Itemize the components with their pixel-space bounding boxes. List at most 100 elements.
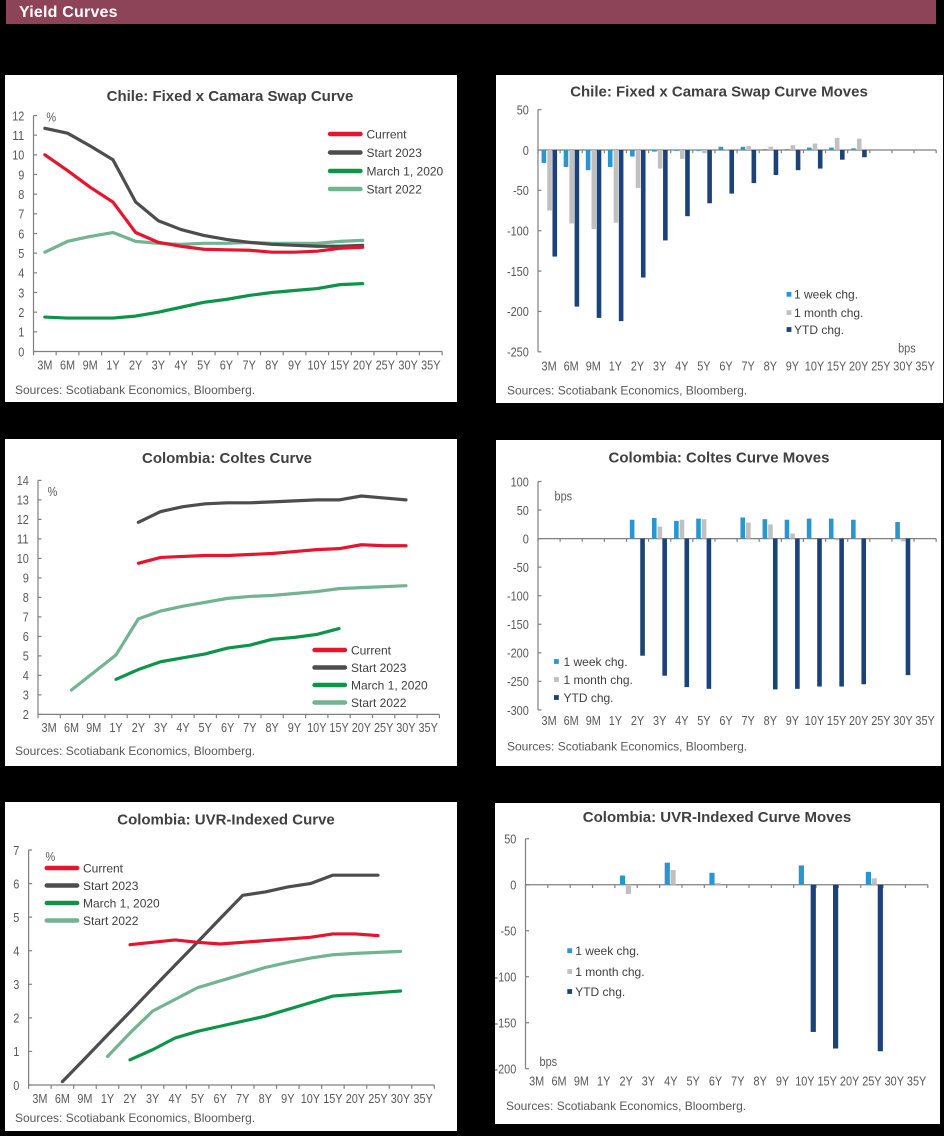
svg-text:14: 14 — [17, 473, 29, 488]
svg-text:YTD chg.: YTD chg. — [564, 691, 614, 705]
svg-text:3: 3 — [18, 285, 24, 300]
svg-text:20Y: 20Y — [352, 720, 371, 735]
svg-text:3M: 3M — [529, 1073, 544, 1088]
svg-text:9Y: 9Y — [281, 1091, 294, 1106]
svg-text:8Y: 8Y — [764, 713, 777, 728]
svg-text:10Y: 10Y — [805, 358, 824, 373]
svg-text:25Y: 25Y — [376, 357, 395, 372]
svg-text:5Y: 5Y — [191, 1091, 204, 1106]
svg-text:15Y: 15Y — [329, 720, 348, 735]
svg-text:Sources: Scotiabank Economics,: Sources: Scotiabank Economics, Bloomberg… — [15, 383, 255, 397]
svg-text:6Y: 6Y — [221, 720, 234, 735]
svg-text:Start 2023: Start 2023 — [83, 879, 139, 893]
svg-text:1: 1 — [13, 1044, 19, 1059]
svg-text:2Y: 2Y — [123, 1091, 136, 1106]
svg-text:-200: -200 — [507, 646, 529, 661]
svg-text:30Y: 30Y — [893, 713, 912, 728]
svg-text:1 week chg.: 1 week chg. — [575, 944, 639, 958]
svg-text:%: % — [46, 849, 56, 864]
svg-text:-150: -150 — [507, 264, 529, 279]
svg-text:3Y: 3Y — [152, 357, 165, 372]
svg-text:3Y: 3Y — [146, 1091, 159, 1106]
svg-text:4: 4 — [23, 668, 29, 683]
svg-text:3Y: 3Y — [642, 1073, 655, 1088]
svg-text:50: 50 — [504, 832, 516, 847]
svg-text:2Y: 2Y — [619, 1073, 632, 1088]
svg-text:3M: 3M — [542, 713, 557, 728]
svg-text:0: 0 — [523, 531, 529, 546]
svg-text:YTD chg.: YTD chg. — [794, 323, 844, 337]
svg-text:6M: 6M — [55, 1091, 70, 1106]
svg-text:Sources: Scotiabank Economics,: Sources: Scotiabank Economics, Bloomberg… — [15, 744, 255, 758]
svg-text:3Y: 3Y — [653, 713, 666, 728]
svg-text:Start 2023: Start 2023 — [367, 146, 423, 160]
svg-text:bps: bps — [898, 340, 916, 355]
svg-text:3: 3 — [23, 688, 29, 703]
svg-text:10Y: 10Y — [805, 713, 824, 728]
svg-text:Start 2023: Start 2023 — [351, 661, 407, 675]
svg-text:9Y: 9Y — [786, 713, 799, 728]
svg-text:1 week chg.: 1 week chg. — [564, 655, 628, 669]
svg-text:3Y: 3Y — [653, 358, 666, 373]
svg-text:0: 0 — [523, 143, 529, 158]
svg-text:5: 5 — [23, 649, 29, 664]
svg-text:-200: -200 — [507, 304, 529, 319]
svg-text:100: 100 — [511, 474, 529, 489]
svg-text:7: 7 — [13, 843, 19, 858]
svg-text:6: 6 — [18, 226, 24, 241]
svg-text:bps: bps — [540, 1054, 558, 1069]
svg-text:8Y: 8Y — [754, 1073, 767, 1088]
svg-text:20Y: 20Y — [353, 357, 372, 372]
svg-text:Colombia: UVR-Indexed Curve: Colombia: UVR-Indexed Curve — [117, 812, 335, 829]
svg-text:-50: -50 — [501, 924, 517, 939]
svg-text:6Y: 6Y — [214, 1091, 227, 1106]
svg-text:6M: 6M — [564, 713, 579, 728]
svg-text:1 month chg.: 1 month chg. — [564, 673, 633, 687]
svg-text:30Y: 30Y — [398, 357, 417, 372]
svg-text:7Y: 7Y — [243, 357, 256, 372]
svg-text:Sources: Scotiabank Economics,: Sources: Scotiabank Economics, Bloomberg… — [507, 740, 747, 754]
svg-text:5: 5 — [18, 246, 24, 261]
svg-text:15Y: 15Y — [323, 1091, 342, 1106]
svg-text:1Y: 1Y — [609, 358, 622, 373]
svg-text:3M: 3M — [542, 358, 557, 373]
svg-text:-200: -200 — [495, 1062, 516, 1077]
svg-text:5Y: 5Y — [199, 720, 212, 735]
svg-text:1Y: 1Y — [609, 713, 622, 728]
svg-text:4Y: 4Y — [176, 720, 189, 735]
svg-text:Colombia: UVR-Indexed Curve Mo: Colombia: UVR-Indexed Curve Moves — [583, 809, 851, 826]
svg-text:9M: 9M — [83, 357, 98, 372]
svg-text:Start 2022: Start 2022 — [351, 696, 407, 710]
svg-text:10Y: 10Y — [308, 357, 327, 372]
svg-text:10Y: 10Y — [795, 1073, 814, 1088]
svg-text:%: % — [46, 110, 56, 125]
svg-text:4: 4 — [18, 266, 24, 281]
svg-text:1Y: 1Y — [106, 357, 119, 372]
svg-text:6Y: 6Y — [719, 358, 732, 373]
svg-text:2Y: 2Y — [132, 720, 145, 735]
svg-text:-50: -50 — [513, 183, 529, 198]
svg-text:-150: -150 — [507, 617, 529, 632]
svg-text:50: 50 — [517, 102, 529, 117]
svg-text:7Y: 7Y — [741, 358, 754, 373]
svg-text:Chile: Fixed x Camara Swap Cur: Chile: Fixed x Camara Swap Curve Moves — [570, 84, 868, 101]
svg-text:5: 5 — [13, 910, 19, 925]
svg-text:6: 6 — [23, 629, 29, 644]
svg-text:7Y: 7Y — [741, 713, 754, 728]
svg-text:4Y: 4Y — [174, 357, 187, 372]
svg-text:9Y: 9Y — [288, 357, 301, 372]
svg-text:6M: 6M — [60, 357, 75, 372]
svg-text:2Y: 2Y — [631, 358, 644, 373]
svg-text:5Y: 5Y — [697, 713, 710, 728]
svg-text:9M: 9M — [586, 358, 601, 373]
svg-text:15Y: 15Y — [330, 357, 349, 372]
svg-text:4Y: 4Y — [664, 1073, 677, 1088]
svg-text:3M: 3M — [32, 1091, 47, 1106]
svg-text:5Y: 5Y — [697, 358, 710, 373]
svg-text:-250: -250 — [507, 345, 529, 360]
svg-text:30Y: 30Y — [391, 1091, 410, 1106]
svg-text:4Y: 4Y — [675, 358, 688, 373]
svg-text:2: 2 — [23, 707, 29, 722]
svg-text:13: 13 — [17, 493, 29, 508]
svg-text:1 week chg.: 1 week chg. — [794, 288, 858, 302]
